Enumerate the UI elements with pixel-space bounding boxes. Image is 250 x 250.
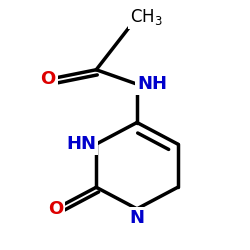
Text: CH$_3$: CH$_3$ xyxy=(130,6,162,26)
Text: NH: NH xyxy=(137,75,167,93)
Text: N: N xyxy=(130,209,144,227)
Text: HN: HN xyxy=(66,135,96,153)
Text: O: O xyxy=(40,70,56,88)
Text: O: O xyxy=(48,200,63,218)
